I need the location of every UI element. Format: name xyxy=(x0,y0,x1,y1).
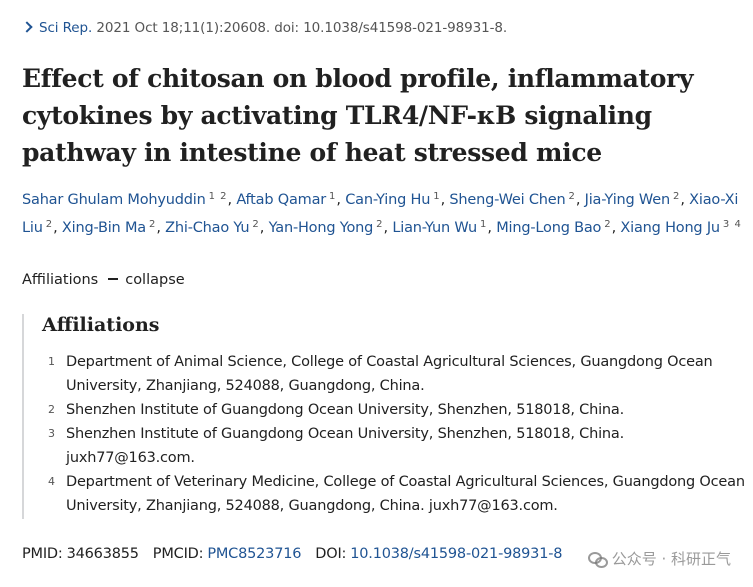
wechat-icon xyxy=(587,551,608,568)
affiliation-text: Shenzhen Institute of Guangdong Ocean Un… xyxy=(66,426,625,466)
watermark: 公众号 · 科研正气 xyxy=(587,548,731,569)
author-item: Jia-Ying Wen 2 xyxy=(584,191,681,208)
article-title: Effect of chitosan on blood profile, inf… xyxy=(22,64,694,167)
author-link[interactable]: Xiao-Xi Liu xyxy=(22,192,739,236)
author-affiliation-ref[interactable]: 3 4 xyxy=(722,218,742,230)
doi-link[interactable]: 10.1038/s41598-021-98931-8 xyxy=(350,546,563,562)
author-affiliation-ref[interactable]: 2 xyxy=(672,191,681,202)
pmid-label: PMID: xyxy=(22,546,63,562)
author-item: Aftab Qamar 1 xyxy=(236,191,337,208)
affiliations-toggle-action[interactable]: collapse xyxy=(125,272,185,288)
affiliation-item: 4 Department of Veterinary Medicine, Coll… xyxy=(24,470,749,518)
affiliation-number: 1 xyxy=(48,355,55,368)
author-item: Xiang Hong Ju 3 4 xyxy=(620,218,742,236)
affiliation-number: 2 xyxy=(48,403,55,416)
affiliation-text: Shenzhen Institute of Guangdong Ocean Un… xyxy=(66,402,625,418)
author-item: Yan-Hong Yong 2 xyxy=(268,218,384,236)
pmid-value: 34663855 xyxy=(66,546,139,562)
article-identifiers: PMID: 34663855 PMCID: PMC8523716 DOI: 10.1038… xyxy=(22,546,562,562)
affiliations-toggle-label: Affiliations xyxy=(22,272,99,288)
author-list: Sahar Ghulam Mohyuddin 1 2, Aftab Qamar 1,… xyxy=(22,191,742,236)
author-item: Ming-Long Bao 2 xyxy=(496,218,612,236)
author-affiliation-ref[interactable]: 1 xyxy=(329,191,337,202)
author-item: Xing-Bin Ma 2 xyxy=(61,218,157,236)
affiliation-text: Department of Animal Science, College of… xyxy=(66,354,713,394)
affiliations-list: 1 Department of Animal Science, College o… xyxy=(24,350,749,518)
affiliation-item: 1 Department of Animal Science, College o… xyxy=(24,350,749,398)
author-affiliation-ref[interactable]: 1 xyxy=(433,191,441,202)
author-item: Can-Ying Hu 1 xyxy=(345,191,441,208)
author-link[interactable]: Jia-Ying Wen xyxy=(584,192,670,208)
author-affiliation-ref[interactable]: 2 xyxy=(252,218,260,230)
author-link[interactable]: Sheng-Wei Chen xyxy=(449,192,566,208)
author-affiliation-ref[interactable]: 1 2 xyxy=(208,191,228,202)
watermark-text: 公众号 · 科研正气 xyxy=(611,550,731,568)
author-affiliation-ref[interactable]: 2 xyxy=(568,191,576,202)
author-item: Lian-Yun Wu 1 xyxy=(392,218,488,236)
citation-details: 2021 Oct 18;11(1):20608. doi: 10.1038/s4… xyxy=(96,20,508,36)
affiliation-text: Department of Veterinary Medicine, Colle… xyxy=(66,474,745,514)
author-link[interactable]: Yan-Hong Yong xyxy=(268,219,374,236)
affiliation-item: 2 Shenzhen Institute of Guangdong Ocean U… xyxy=(24,398,749,422)
author-item: Sheng-Wei Chen 2 xyxy=(449,191,576,208)
author-item: Sahar Ghulam Mohyuddin 1 2 xyxy=(22,191,228,208)
author-link[interactable]: Xing-Bin Ma xyxy=(61,219,146,236)
author-affiliation-ref[interactable]: 2 xyxy=(604,218,612,230)
journal-link[interactable]: Sci Rep. xyxy=(39,20,93,36)
author-item: Xiao-Xi Liu 2 xyxy=(22,192,738,236)
author-link[interactable]: Zhi-Chao Yu xyxy=(165,219,250,236)
author-link[interactable]: Aftab Qamar xyxy=(236,192,327,208)
doi-label: DOI: xyxy=(315,546,347,562)
pmcid-label: PMCID: xyxy=(152,546,204,562)
pmcid-link[interactable]: PMC8523716 xyxy=(207,546,302,562)
author-affiliation-ref[interactable]: 2 xyxy=(148,218,157,230)
author-link[interactable]: Sahar Ghulam Mohyuddin xyxy=(22,192,206,208)
author-affiliation-ref[interactable]: 1 xyxy=(480,218,488,230)
affiliations-toggle[interactable]: Affiliations collapse xyxy=(22,272,185,288)
affiliations-panel: Affiliations 1 Department of Animal Scien… xyxy=(22,314,749,519)
affiliation-number: 4 xyxy=(48,475,55,488)
chevron-right-icon[interactable] xyxy=(21,21,33,33)
affiliations-heading: Affiliations xyxy=(42,314,160,336)
author-item: Zhi-Chao Yu 2 xyxy=(165,218,260,236)
author-link[interactable]: Ming-Long Bao xyxy=(496,219,602,236)
minus-icon xyxy=(108,278,119,280)
author-link[interactable]: Can-Ying Hu xyxy=(345,192,431,208)
author-link[interactable]: Xiang Hong Ju xyxy=(620,219,720,236)
affiliation-number: 3 xyxy=(48,427,55,440)
affiliation-item: 3 Shenzhen Institute of Guangdong Ocean U… xyxy=(24,422,749,470)
author-affiliation-ref[interactable]: 2 xyxy=(376,218,384,230)
author-link[interactable]: Lian-Yun Wu xyxy=(392,219,478,236)
citation-line: Sci Rep. 2021 Oct 18;11(1):20608. doi: 1… xyxy=(21,20,508,36)
author-affiliation-ref[interactable]: 2 xyxy=(45,218,54,230)
